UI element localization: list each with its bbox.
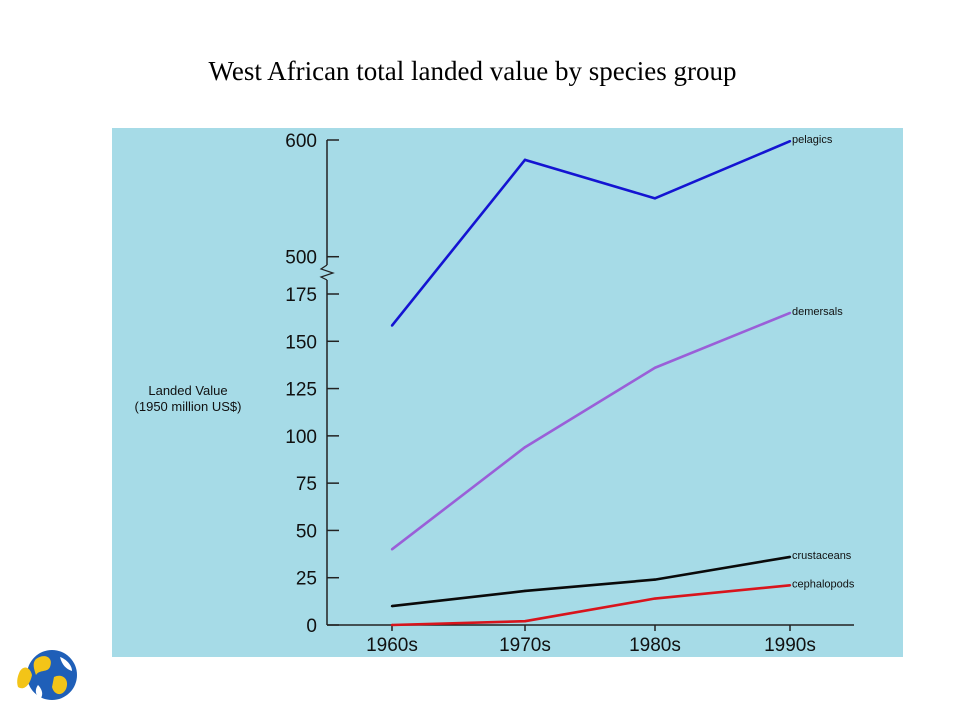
y-tick-label: 500 [285,248,317,269]
series-line-cephalopods [391,583,791,627]
slide-title: West African total landed value by speci… [208,56,737,86]
globe-logo-icon [17,650,77,700]
data-point-demersals [788,311,792,315]
data-point-crustaceans [390,604,394,608]
data-point-crustaceans [788,555,792,559]
y-tick-label: 150 [285,332,317,353]
data-point-cephalopods [788,584,792,587]
y-tick-label: 100 [285,427,317,448]
data-point-pelagics [653,197,657,200]
data-point-cephalopods [523,620,527,623]
data-point-cephalopods [390,623,394,627]
data-point-pelagics [390,324,394,327]
y-tick-label: 75 [296,474,317,495]
series-line-crustaceans [391,555,791,608]
y-tick-label: 175 [285,285,317,306]
x-tick-label: 1970s [499,635,551,656]
y-tick-label: 25 [296,569,317,590]
y-axis-label-line-1: Landed Value [148,383,228,398]
data-point-demersals [523,446,527,449]
series-label-layer: pelagics demersals crustaceans cephalopods [792,134,855,590]
axis-break-mark [319,264,335,281]
series-label-demersals: demersals [792,306,843,318]
y-axis-label: Landed Value (1950 million US$) [118,383,258,415]
y-tick-label: 50 [296,521,317,542]
x-tick-label: 1960s [366,635,418,656]
series-label-pelagics: pelagics [792,134,833,146]
y-axis-label-line-2: (1950 million US$) [134,399,242,414]
axes [319,140,854,626]
series-label-cephalopods: cephalopods [792,578,855,590]
data-point-pelagics [523,158,527,162]
data-point-cephalopods [653,597,657,600]
series-layer [390,139,792,627]
x-tick-label: 1980s [629,635,681,656]
series-label-crustaceans: crustaceans [792,550,852,562]
y-tick-label: 125 [285,380,317,401]
data-point-crustaceans [653,578,657,581]
tick-layer: 0 25 50 75 100 125 150 175 500 600 1960s 1970s 1980s… [285,131,816,656]
series-line-pelagics [390,139,791,327]
chart-panel: 0 25 50 75 100 125 150 175 500 600 1960s 1970s 1980s… [112,128,903,657]
data-point-crustaceans [523,589,527,593]
data-point-pelagics [788,139,792,143]
series-line-demersals [391,311,791,551]
y-tick-label: 0 [306,616,317,637]
data-point-demersals [390,548,394,551]
data-point-demersals [653,366,657,369]
line-chart: 0 25 50 75 100 125 150 175 500 600 1960s 1970s 1980s… [285,131,855,656]
x-tick-label: 1990s [764,635,816,656]
y-tick-label: 600 [285,131,317,152]
